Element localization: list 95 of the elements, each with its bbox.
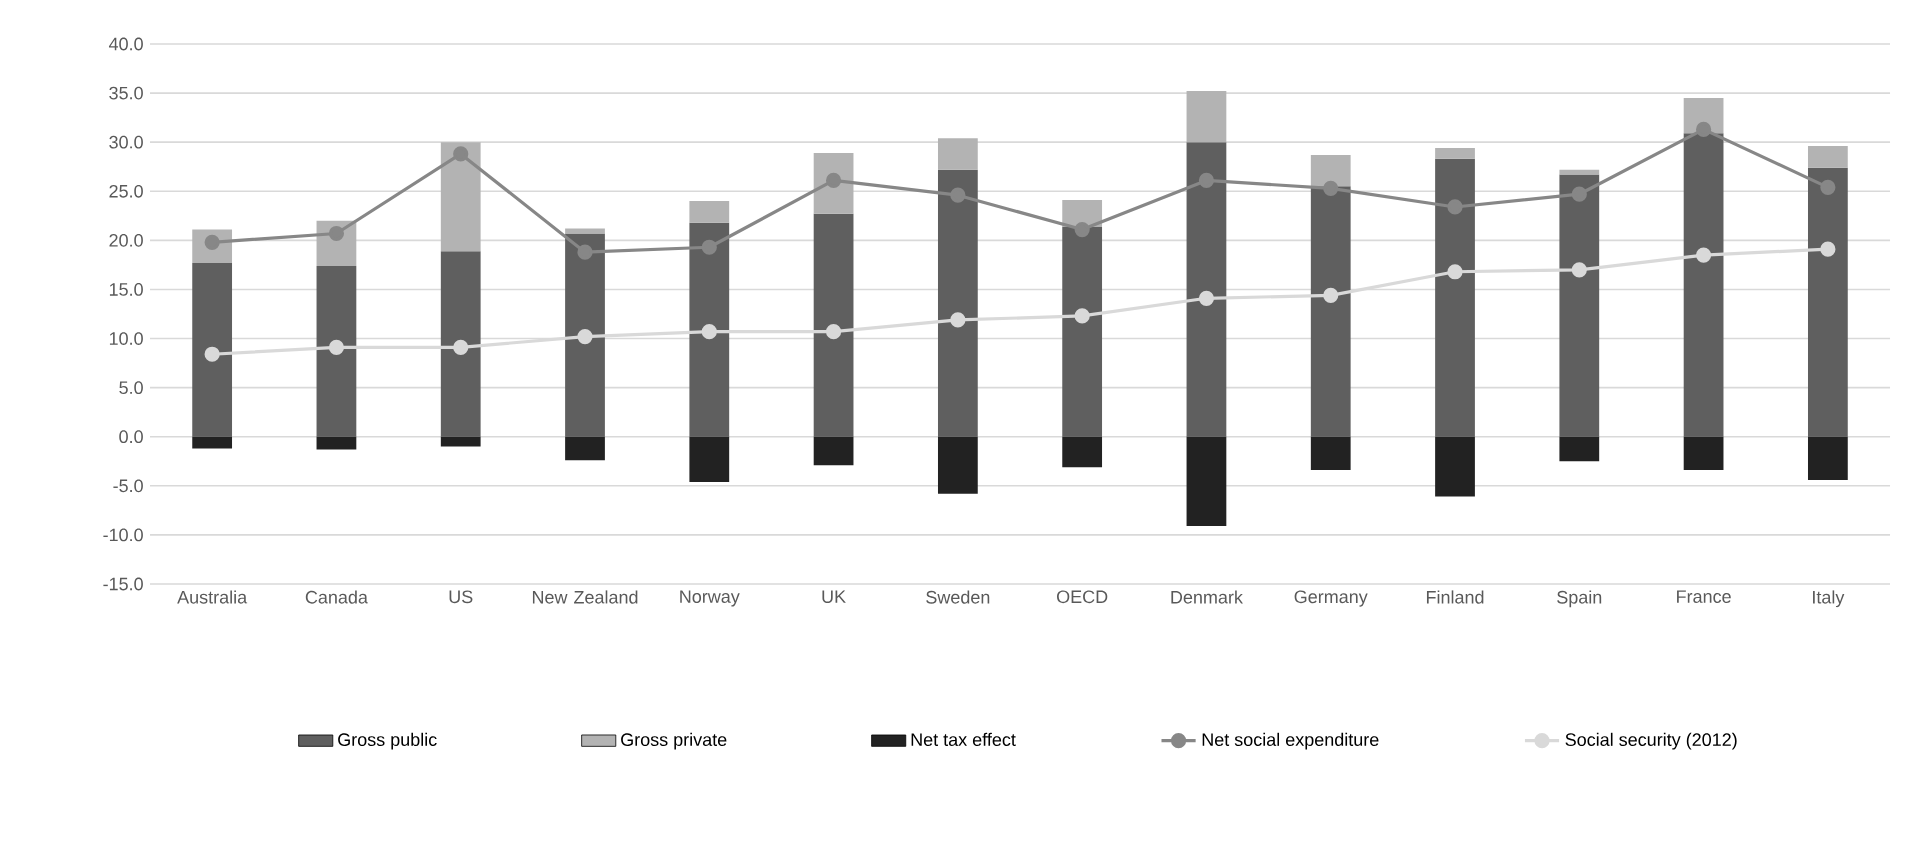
point xyxy=(1571,262,1587,278)
point xyxy=(328,339,345,355)
y-tick-label: -5.0 xyxy=(113,479,143,493)
bar xyxy=(1062,226,1103,437)
point xyxy=(701,239,717,255)
y-tick-label: 25.0 xyxy=(109,184,143,198)
x-tick-label: Spain xyxy=(1557,590,1602,608)
bar xyxy=(1310,186,1351,437)
point xyxy=(453,339,469,355)
x-tick-label: France xyxy=(1677,590,1731,603)
point xyxy=(204,346,220,362)
x-tick-label: Germany xyxy=(1294,590,1368,607)
point xyxy=(1074,308,1090,324)
y-tick-label: -15.0 xyxy=(103,577,143,591)
bar xyxy=(689,201,730,223)
bar xyxy=(1186,142,1227,437)
bar xyxy=(1807,436,1848,480)
bar xyxy=(937,169,978,437)
point xyxy=(328,225,345,242)
y-tick-label: 20.0 xyxy=(109,233,143,247)
point xyxy=(1695,121,1712,138)
y-tick-label: 15.0 xyxy=(109,283,143,296)
bar xyxy=(1186,436,1227,527)
x-tick-label: Finland xyxy=(1426,590,1484,604)
x-tick-label: OECD xyxy=(1057,590,1108,604)
point xyxy=(1323,180,1339,196)
point xyxy=(1198,290,1215,306)
point xyxy=(1695,247,1712,263)
bar xyxy=(1435,436,1475,497)
point xyxy=(825,324,842,340)
x-tick-label: Canada xyxy=(305,590,368,604)
x-tick-label: New Zealand xyxy=(532,590,638,604)
bar xyxy=(937,138,978,170)
y-tick-label: 30.0 xyxy=(109,135,143,149)
point xyxy=(1074,221,1090,238)
point xyxy=(453,146,469,162)
bar xyxy=(689,222,730,437)
bar xyxy=(1559,169,1600,175)
x-tick-label: Norway xyxy=(680,590,740,607)
bar xyxy=(1435,158,1475,437)
bar xyxy=(1683,436,1724,471)
bar xyxy=(1807,167,1848,437)
x-tick-label: Sweden xyxy=(926,590,990,604)
bar xyxy=(689,436,730,482)
point xyxy=(950,312,966,328)
y-tick-label: 40.0 xyxy=(108,37,143,51)
bar xyxy=(192,436,233,449)
bar xyxy=(565,436,605,461)
legend-label: Net tax effect xyxy=(911,732,1016,747)
bar xyxy=(1559,436,1600,462)
point xyxy=(1447,199,1463,215)
bar xyxy=(1683,133,1724,437)
bar xyxy=(937,436,978,494)
bar xyxy=(1062,436,1103,468)
bar xyxy=(565,233,605,437)
legend-label: Gross public xyxy=(338,732,437,750)
point xyxy=(825,172,842,189)
bar xyxy=(440,251,481,437)
point xyxy=(1323,287,1339,303)
point xyxy=(577,328,593,345)
y-tick-label: 0.0 xyxy=(119,430,143,444)
y-tick-label: 10.0 xyxy=(109,332,143,345)
bar xyxy=(1559,174,1600,437)
bar xyxy=(1186,91,1227,143)
bar xyxy=(316,436,357,450)
x-tick-label: Italy xyxy=(1813,590,1845,608)
bar xyxy=(316,265,357,437)
bar xyxy=(1435,148,1475,159)
bar xyxy=(1807,146,1848,168)
bar xyxy=(192,262,233,437)
y-tick-label: 35.0 xyxy=(109,86,143,100)
x-tick-label: Denmark xyxy=(1171,590,1243,604)
legend-label: Gross private xyxy=(621,732,727,750)
point xyxy=(577,244,593,260)
x-tick-label: UK xyxy=(822,590,846,603)
point xyxy=(950,187,966,203)
bar xyxy=(813,213,854,437)
legend-label: Social security (2012) xyxy=(1565,732,1737,750)
y-tick-label: -10.0 xyxy=(103,528,143,542)
point xyxy=(1447,264,1463,280)
y-tick-label: 5.0 xyxy=(119,381,143,395)
x-tick-label: US xyxy=(449,590,473,604)
point xyxy=(1820,241,1836,257)
bar xyxy=(1310,154,1351,187)
bar xyxy=(440,436,481,447)
point xyxy=(204,234,220,250)
bar xyxy=(1310,436,1351,471)
x-tick-label: Australia xyxy=(177,590,248,604)
point xyxy=(1571,186,1587,202)
point xyxy=(701,324,717,340)
bar xyxy=(813,436,854,466)
bar xyxy=(440,142,481,252)
point xyxy=(1820,179,1836,195)
point xyxy=(1198,172,1215,189)
legend-label: Net social expenditure xyxy=(1202,732,1379,750)
